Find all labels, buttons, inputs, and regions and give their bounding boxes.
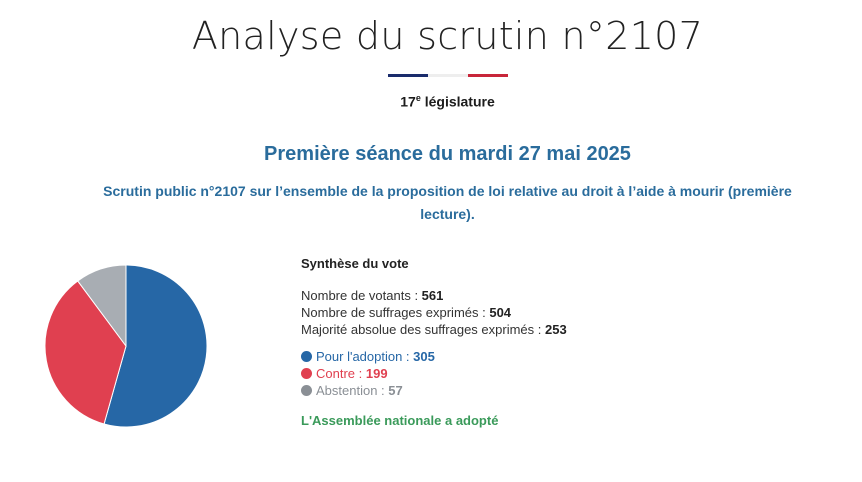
contre-value: 199 [365,366,388,381]
legislature-label: 17e législature [0,93,862,110]
legislature-text: législature [420,93,495,110]
vote-pie-chart [44,264,208,428]
majorite-line: Majorité absolue des suffrages exprimés … [301,321,567,338]
majorite-label: Majorité absolue des suffrages exprimés … [301,322,545,337]
votants-line: Nombre de votants : 561 [301,287,567,304]
pour-value: 305 [413,349,435,364]
exprimes-value: 504 [489,305,512,320]
legislature-number: 17 [400,93,416,110]
pie-svg [44,264,208,428]
pie-slice-contre [44,280,127,425]
votants-value: 561 [421,288,444,303]
summary-title: Synthèse du vote [301,256,409,271]
scrutin-objet: Scrutin public n°2107 sur l’ensemble de … [103,183,792,222]
underline-blue-segment [388,74,428,77]
contre-dot-icon [301,368,312,379]
exprimes-line: Nombre de suffrages exprimés : 504 [301,304,567,321]
abstention-value: 57 [388,383,403,398]
seance-title: Première séance du mardi 27 mai 2025 [264,143,631,165]
underline-red-segment [468,74,508,77]
tricolor-underline [388,74,508,77]
abstention-line: Abstention : 57 [301,382,567,399]
exprimes-label: Nombre de suffrages exprimés : [301,305,490,320]
underline-white-segment [428,74,468,77]
abstention-label: Abstention : [316,383,389,398]
pie-slice-pour-l-adoption [103,264,208,428]
pour-dot-icon [301,351,312,362]
vote-summary: Synthèse du vote Nombre de votants : 561… [301,256,567,428]
votants-label: Nombre de votants : [301,288,422,303]
page-title: Analyse du scrutin n°2107 [191,14,704,58]
majorite-value: 253 [545,322,567,337]
abstention-dot-icon [301,385,312,396]
legislature-suffix: e [415,93,421,103]
vote-result: L'Assemblée nationale a adopté [301,413,499,428]
pour-line: Pour l'adoption : 305 [301,348,567,365]
pour-label: Pour l'adoption : [316,349,414,364]
pie-slice-abstention [77,264,127,348]
contre-line: Contre : 199 [301,365,567,382]
contre-label: Contre : [316,366,366,381]
